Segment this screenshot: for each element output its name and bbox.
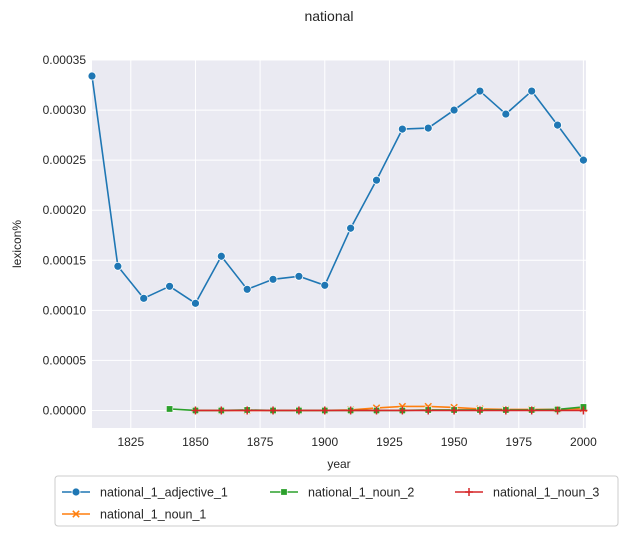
legend-item-national_1_noun_3: national_1_noun_3 [455,486,599,500]
chart-title: national [304,8,353,24]
legend-label: national_1_noun_3 [493,486,599,500]
x-tick-label: 1900 [311,435,338,449]
y-tick-label: 0.00000 [43,403,87,417]
data-point-national_1_adjective_1 [475,86,485,96]
x-axis-label: year [327,457,350,471]
legend-item-national_1_adjective_1: national_1_adjective_1 [62,486,228,500]
y-tick-label: 0.00030 [43,103,87,117]
plot-background [92,60,586,428]
data-point-national_1_noun_3 [269,406,278,415]
data-point-national_1_noun_3 [501,406,510,415]
y-tick-label: 0.00025 [43,153,87,167]
data-point-national_1_adjective_1 [113,261,123,271]
y-tick-label: 0.00010 [43,303,87,317]
y-tick-label: 0.00005 [43,353,87,367]
series-national_1_adjective_1 [87,71,588,308]
x-tick-label: 1975 [505,435,532,449]
series-line-national_1_adjective_1 [91,75,585,305]
legend-label: national_1_noun_1 [100,508,206,522]
data-point-national_1_noun_3 [346,406,355,415]
legend-marker [71,487,81,497]
data-point-national_1_noun_3 [398,406,407,415]
data-point-national_1_noun_3 [527,406,536,415]
grid [92,59,586,428]
data-point-national_1_adjective_1 [449,105,459,115]
data-point-national_1_noun_3 [450,406,459,415]
legend: national_1_adjective_1 national_1_noun_1 n… [54,475,619,527]
legend-box [54,475,619,527]
data-point-national_1_adjective_1 [320,280,330,290]
y-tick-label: 0.00020 [43,203,87,217]
data-point-national_1_noun_3 [243,406,252,415]
data-point-national_1_noun_3 [217,406,226,415]
legend-item-national_1_noun_2: national_1_noun_2 [270,486,414,500]
data-point-national_1_noun_3 [475,406,484,415]
data-point-national_1_noun_2 [166,405,174,413]
x-tick-label: 1825 [117,435,144,449]
data-point-national_1_noun_3 [579,406,588,415]
data-point-national_1_adjective_1 [579,155,588,165]
data-point-national_1_adjective_1 [165,281,174,291]
series-layer [87,71,588,415]
data-point-national_1_noun_3 [294,406,303,415]
legend-item-national_1_noun_1: national_1_noun_1 [62,508,206,522]
x-tick-label: 1850 [182,435,209,449]
data-point-national_1_adjective_1 [191,298,200,308]
x-tick-labels: 1825 1850 1875 1900 1925 1950 1975 2000 [117,435,597,449]
data-point-national_1_noun_3 [424,406,433,415]
legend-label: national_1_adjective_1 [100,486,228,500]
data-point-national_1_adjective_1 [397,124,407,134]
data-point-national_1_adjective_1 [242,284,252,294]
series-national_1_noun_3 [191,406,588,415]
data-point-national_1_noun_3 [191,406,200,415]
data-point-national_1_noun_3 [372,406,381,415]
data-point-national_1_adjective_1 [346,223,356,233]
x-tick-label: 2000 [570,435,597,449]
data-point-national_1_adjective_1 [87,71,97,81]
legend-marker [280,488,288,496]
data-point-national_1_adjective_1 [268,274,278,284]
y-tick-label: 0.00035 [43,53,87,67]
data-point-national_1_adjective_1 [423,123,433,133]
y-tick-labels: 0.00000 0.00005 0.00010 0.00015 0.00020 0.000… [43,53,87,417]
data-point-national_1_adjective_1 [372,175,381,185]
data-point-national_1_adjective_1 [294,271,304,281]
legend-marker [465,488,473,496]
y-axis-label: lexicon% [10,220,24,268]
data-point-national_1_noun_3 [553,406,562,415]
legend-marker [72,510,80,518]
legend-label: national_1_noun_2 [308,486,414,500]
data-point-national_1_adjective_1 [216,251,226,261]
data-point-national_1_adjective_1 [527,86,537,96]
data-point-national_1_noun_3 [320,406,329,415]
y-tick-label: 0.00015 [43,253,87,267]
x-tick-label: 1925 [376,435,403,449]
data-point-national_1_adjective_1 [553,120,562,130]
x-tick-label: 1950 [441,435,468,449]
data-point-national_1_adjective_1 [501,109,511,119]
data-point-national_1_adjective_1 [139,293,149,303]
x-tick-label: 1875 [247,435,274,449]
